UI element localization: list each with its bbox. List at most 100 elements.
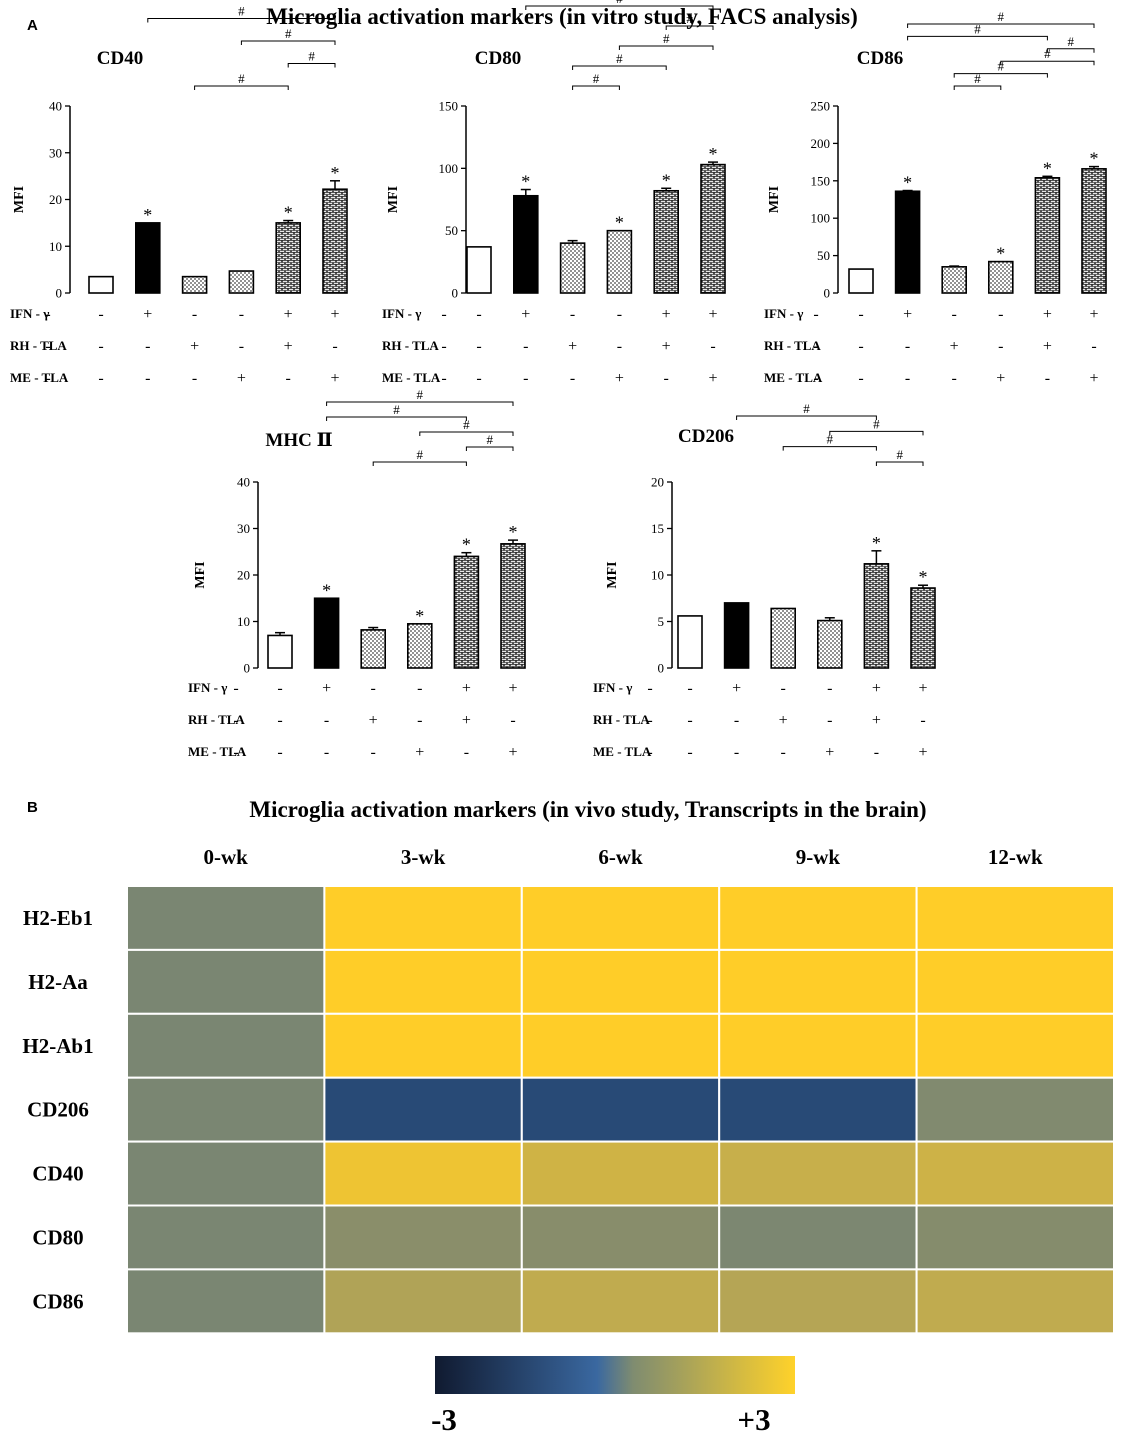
heatmap-cell-cd206-3-wk bbox=[323, 1076, 523, 1143]
panel-a-letter: A bbox=[27, 17, 38, 34]
heatmap-cell-h2-ab1-0-wk bbox=[126, 1012, 326, 1079]
treatment-sign: - bbox=[905, 370, 910, 387]
treatment-label-me-tla: ME - TLA bbox=[593, 744, 652, 759]
bar-mhc-4 bbox=[406, 623, 433, 669]
y-tick-label: 150 bbox=[439, 99, 459, 114]
treatment-label-ifn: IFN - γ bbox=[764, 306, 803, 321]
treatment-sign-lead: - bbox=[441, 306, 446, 323]
treatment-label-ifn: IFN - γ bbox=[382, 306, 421, 321]
y-tick-label: 0 bbox=[824, 286, 831, 301]
treatment-sign: + bbox=[1043, 338, 1052, 355]
treatment-sign: + bbox=[1043, 306, 1052, 323]
panel-a-title: Microglia activation markers (in vitro s… bbox=[266, 4, 858, 29]
treatment-sign: + bbox=[462, 712, 471, 729]
significance-hash: # bbox=[998, 59, 1005, 74]
heatmap-cell-cd86-6-wk bbox=[520, 1268, 721, 1335]
treatment-sign: - bbox=[858, 306, 863, 323]
treatment-sign: - bbox=[858, 338, 863, 355]
significance-asterisk: * bbox=[331, 163, 340, 183]
heatmap-cell-cd80-6-wk bbox=[520, 1204, 721, 1271]
y-tick-label: 40 bbox=[49, 99, 62, 114]
bar-cd86-6 bbox=[1081, 168, 1107, 294]
treatment-sign: + bbox=[190, 338, 199, 355]
significance-bracket bbox=[736, 415, 877, 420]
bar-mhc-1 bbox=[267, 634, 293, 669]
treatment-sign: + bbox=[508, 744, 517, 761]
y-tick-label: 0 bbox=[244, 661, 251, 676]
bar-cd86-2 bbox=[894, 190, 921, 294]
treatment-sign: - bbox=[734, 712, 739, 729]
treatment-sign: - bbox=[239, 338, 244, 355]
significance-bracket bbox=[525, 5, 714, 10]
heatmap-cell-cd206-9-wk bbox=[718, 1076, 918, 1143]
treatment-sign: - bbox=[417, 680, 422, 697]
y-tick-label: 30 bbox=[49, 145, 62, 160]
heatmap: 0-wk 3-wk 6-wk 9-wk 12-wk H2-Eb1 H2-Aa H2-Ab1 CD… bbox=[22, 845, 1115, 1335]
y-tick-label: 50 bbox=[817, 248, 830, 263]
treatment-sign: - bbox=[476, 306, 481, 323]
treatment-sign-lead: - bbox=[441, 370, 446, 387]
treatment-sign: + bbox=[508, 680, 517, 697]
treatment-sign: - bbox=[98, 338, 103, 355]
y-tick-label: 20 bbox=[49, 192, 62, 207]
treatment-sign: + bbox=[1089, 306, 1098, 323]
treatment-sign: - bbox=[98, 306, 103, 323]
y-tick-label: 50 bbox=[445, 223, 458, 238]
treatment-sign: - bbox=[1091, 338, 1096, 355]
treatment-sign: - bbox=[324, 712, 329, 729]
significance-hash: # bbox=[417, 387, 424, 402]
significance-hash: # bbox=[463, 417, 470, 432]
treatment-label-me-tla: ME - TLA bbox=[382, 370, 441, 385]
treatment-label-rh-tla: RH - TLA bbox=[382, 338, 439, 353]
color-scale-max-label: +3 bbox=[737, 1402, 770, 1436]
treatment-sign: - bbox=[781, 744, 786, 761]
heatmap-cell-h2-aa-3-wk bbox=[323, 948, 523, 1015]
significance-bracket bbox=[194, 85, 289, 90]
treatment-sign: - bbox=[324, 744, 329, 761]
treatment-sign: + bbox=[322, 680, 331, 697]
bar-cd80-2 bbox=[512, 194, 539, 294]
significance-hash: # bbox=[593, 71, 600, 86]
heatmap-cell-h2-eb1-0-wk bbox=[126, 885, 326, 951]
heatmap-row-label-cd40: CD40 bbox=[32, 1162, 83, 1186]
y-tick-label: 15 bbox=[651, 521, 664, 536]
treatment-sign: - bbox=[192, 370, 197, 387]
heatmap-cell-cd40-0-wk bbox=[126, 1140, 326, 1207]
significance-asterisk: * bbox=[1043, 158, 1052, 178]
significance-asterisk: * bbox=[509, 522, 518, 542]
heatmap-cell-h2-ab1-3-wk bbox=[323, 1012, 523, 1079]
y-tick-label: 0 bbox=[452, 286, 459, 301]
treatment-sign: + bbox=[825, 744, 834, 761]
significance-bracket bbox=[875, 461, 924, 466]
significance-asterisk: * bbox=[709, 144, 718, 164]
significance-hash: # bbox=[686, 11, 693, 26]
treatment-sign: - bbox=[687, 680, 692, 697]
treatment-sign-lead: - bbox=[647, 744, 652, 761]
significance-bracket bbox=[465, 446, 514, 451]
heatmap-col-label-0-wk: 0-wk bbox=[204, 845, 249, 869]
heatmap-cell-cd40-3-wk bbox=[323, 1140, 523, 1207]
significance-asterisk: * bbox=[919, 567, 928, 587]
chart-title-cd80: CD80 bbox=[475, 48, 521, 69]
treatment-sign-lead: - bbox=[233, 712, 238, 729]
color-scale-min-label: -3 bbox=[431, 1402, 457, 1436]
significance-bracket bbox=[907, 35, 1048, 41]
treatment-sign: + bbox=[462, 680, 471, 697]
bar-cd40-3 bbox=[181, 275, 208, 294]
treatment-sign: - bbox=[998, 306, 1003, 323]
significance-asterisk: * bbox=[521, 172, 530, 192]
heatmap-cell-cd40-12-wk bbox=[915, 1140, 1115, 1207]
significance-bracket bbox=[618, 45, 714, 50]
significance-hash: # bbox=[486, 432, 493, 447]
treatment-sign-lead: - bbox=[813, 306, 818, 323]
bar-cd86-5 bbox=[1034, 177, 1061, 294]
treatment-sign: - bbox=[239, 306, 244, 323]
treatment-sign: + bbox=[521, 306, 530, 323]
treatment-sign: + bbox=[615, 370, 624, 387]
treatment-label-ifn: IFN - γ bbox=[10, 306, 49, 321]
heatmap-cell-cd206-6-wk bbox=[520, 1076, 721, 1143]
heatmap-cell-h2-eb1-9-wk bbox=[718, 885, 918, 951]
heatmap-row-label-cd206: CD206 bbox=[27, 1098, 89, 1122]
